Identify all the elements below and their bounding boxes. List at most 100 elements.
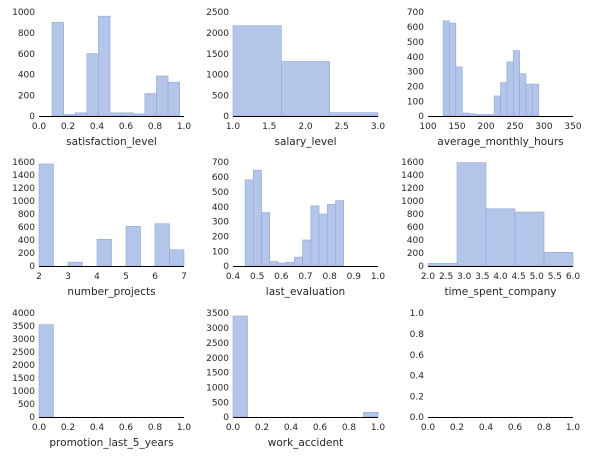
x-tick-label: 7: [181, 272, 187, 282]
y-tick-label: 2500: [12, 348, 35, 358]
histogram-bar: [86, 53, 99, 117]
y-tick-label: 300: [407, 68, 424, 78]
y-tick-label: 200: [407, 249, 424, 259]
histogram-bar: [109, 112, 122, 117]
histogram-bar: [532, 83, 540, 117]
y-tick-label: 600: [407, 223, 424, 233]
histogram-bar: [481, 114, 489, 117]
histogram-bar: [485, 208, 516, 267]
x-tick-label: 0.2: [61, 423, 75, 433]
histogram-bar: [514, 211, 545, 267]
x-tick-label: 2.0: [421, 272, 436, 282]
y-tick-label: 800: [407, 210, 424, 220]
x-tick-label: 0.8: [537, 423, 552, 433]
histogram-bar: [232, 25, 282, 117]
x-tick-label: 3.0: [457, 272, 472, 282]
histogram-bar: [167, 81, 180, 117]
histogram-bar: [326, 204, 336, 267]
y-tick-label: 0: [29, 112, 35, 122]
x-tick-label: 0.2: [61, 122, 75, 132]
y-tick-label: 1000: [401, 197, 424, 207]
x-axis-label: time_spent_company: [445, 286, 557, 298]
y-tick-label: 1000: [206, 71, 229, 81]
y-tick-label: 500: [212, 398, 229, 408]
x-tick-label: 1.0: [371, 272, 386, 282]
histogram-bar: [468, 113, 476, 117]
x-tick-label: 5.0: [530, 272, 545, 282]
y-tick-label: 600: [18, 50, 35, 60]
x-tick-label: 0.0: [32, 122, 47, 132]
x-tick-label: 0.0: [421, 423, 436, 433]
x-axis-label: work_accident: [268, 437, 343, 449]
histogram-bar: [512, 50, 520, 117]
y-tick-label: 500: [212, 91, 229, 101]
x-tick-label: 2.0: [298, 122, 313, 132]
x-tick-label: 0.8: [342, 423, 357, 433]
histogram-bar: [487, 114, 495, 117]
x-tick-label: 0.6: [274, 272, 289, 282]
x-axis-label: last_evaluation: [266, 286, 345, 298]
y-tick-label: 200: [407, 82, 424, 92]
y-tick-label: 100: [212, 247, 229, 257]
x-tick-label: 1.0: [226, 122, 241, 132]
y-tick-label: 600: [407, 23, 424, 33]
y-tick-label: 0: [223, 112, 229, 122]
subplot-2: 0 500 1000 1500 2000 2500 1.0 1.5 2.0 2.5 3.0 salar…: [206, 8, 385, 148]
x-tick-label: 4.5: [511, 272, 525, 282]
y-tick-label: 1600: [12, 158, 35, 168]
y-tick-label: 100: [407, 97, 424, 107]
y-tick-label: 400: [212, 203, 229, 213]
histogram-bar: [261, 212, 271, 267]
x-tick-label: 0.8: [323, 272, 338, 282]
y-tick-label: 0.2: [410, 392, 424, 402]
histogram-bar: [474, 114, 482, 117]
subplot-7: 0 500 1000 1500 2000 2500 3000 3500 4000 0.0 0.2 0.…: [12, 309, 191, 449]
x-tick-label: 1.5: [262, 122, 276, 132]
x-tick-label: 150: [448, 122, 465, 132]
y-tick-label: 0.4: [410, 372, 425, 382]
x-tick-label: 0.5: [250, 272, 264, 282]
y-tick-label: 200: [212, 232, 229, 242]
histogram-bar: [302, 239, 312, 267]
y-tick-label: 1400: [12, 171, 35, 181]
x-axis-label: salary_level: [274, 136, 336, 148]
x-tick-label: 0.8: [148, 122, 163, 132]
x-tick-label: 0.4: [90, 122, 105, 132]
x-tick-label: 4: [94, 272, 100, 282]
y-tick-label: 0.6: [410, 351, 425, 361]
x-tick-label: 3: [65, 272, 71, 282]
x-tick-label: 100: [419, 122, 436, 132]
subplot-5: 0 100 200 300 400 500 600 700 0.4 0.5 0.6 0.7 0.8 0.9…: [212, 158, 386, 298]
x-tick-label: 0.4: [226, 272, 241, 282]
y-tick-label: 300: [212, 218, 229, 228]
y-tick-label: 1200: [12, 184, 35, 194]
histogram-bar: [244, 179, 254, 267]
x-tick-label: 1.0: [566, 423, 581, 433]
x-tick-label: 1.0: [177, 423, 192, 433]
histogram-bar: [543, 252, 574, 267]
y-tick-label: 1000: [12, 387, 35, 397]
histogram-bar: [442, 20, 450, 117]
histogram-bar: [269, 261, 279, 267]
histogram-bar: [277, 262, 287, 267]
histogram-bar: [500, 82, 508, 117]
histogram-bar: [525, 83, 533, 117]
y-tick-label: 1600: [401, 158, 424, 168]
y-tick-label: 1000: [12, 197, 35, 207]
x-tick-label: 2: [36, 272, 42, 282]
histogram-bar: [363, 411, 379, 418]
x-tick-label: 0.8: [148, 423, 163, 433]
x-axis-label: satisfaction_level: [66, 136, 157, 148]
x-tick-label: 6: [152, 272, 158, 282]
y-tick-label: 500: [407, 38, 424, 48]
histogram-bar: [51, 22, 64, 117]
y-tick-label: 0.8: [410, 330, 425, 340]
x-tick-label: 5: [123, 272, 129, 282]
y-tick-label: 700: [407, 8, 424, 18]
y-tick-label: 0: [418, 262, 424, 272]
x-tick-label: 0.2: [255, 423, 269, 433]
y-tick-label: 1.0: [410, 309, 425, 319]
y-tick-label: 800: [18, 29, 35, 39]
x-axis-label: average_monthly_hours: [437, 136, 563, 148]
